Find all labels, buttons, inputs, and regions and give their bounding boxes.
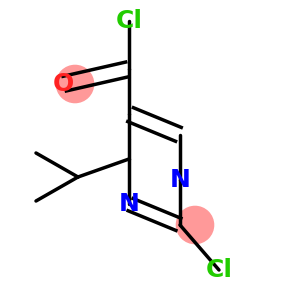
Text: N: N <box>118 192 140 216</box>
Text: Cl: Cl <box>116 9 142 33</box>
Circle shape <box>56 65 94 103</box>
Text: N: N <box>169 168 190 192</box>
Text: Cl: Cl <box>206 258 233 282</box>
Circle shape <box>176 206 214 244</box>
Text: O: O <box>52 72 74 96</box>
